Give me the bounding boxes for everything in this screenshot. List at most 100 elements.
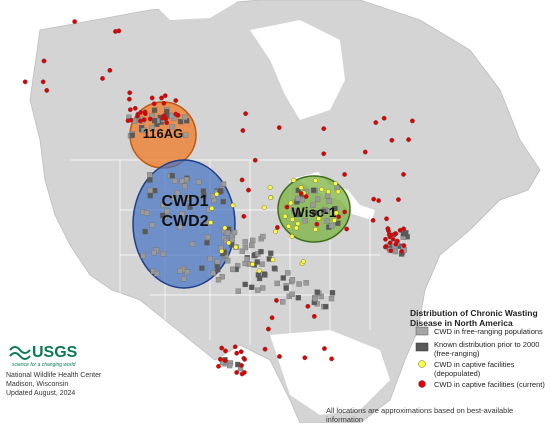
site [323,303,329,310]
site [201,193,207,199]
site [218,188,224,194]
site [164,208,171,214]
site [314,289,320,295]
site [147,116,153,122]
site [268,250,274,256]
site [239,177,245,183]
site [310,187,317,193]
site [208,220,214,225]
site [261,205,267,210]
site [279,299,286,305]
site [239,248,245,254]
site [204,240,210,246]
site [401,172,406,177]
site [229,237,235,243]
site [154,271,160,277]
site [252,157,258,163]
site [147,187,153,194]
site [274,298,279,303]
site [160,251,167,257]
site [373,120,379,125]
site [393,231,399,237]
site [40,79,46,85]
site [184,195,190,201]
site [396,197,401,203]
site [284,204,290,210]
site [249,237,256,244]
site [239,371,245,377]
site [334,210,339,216]
site [151,107,158,113]
site [182,114,188,120]
site [107,67,113,73]
site [321,126,327,132]
site [249,242,255,249]
site [128,117,134,123]
site [286,223,292,229]
site [187,204,193,210]
site [172,178,178,184]
site [303,280,309,286]
site [262,346,268,352]
site [196,179,202,185]
site [224,230,231,236]
site [230,266,236,273]
site [219,248,225,254]
site [313,226,318,232]
site [135,113,140,119]
site [282,213,288,219]
legend-swatch [415,326,429,336]
site [274,280,280,287]
site [116,28,122,34]
legend-label: CWD in free-ranging populations [434,327,543,336]
site [335,189,341,195]
site [271,265,278,271]
site [126,96,132,102]
site [329,290,336,296]
site [177,268,183,274]
site [344,226,350,232]
site [233,244,239,250]
site [276,125,282,131]
site [215,277,222,283]
site [321,151,327,157]
site [255,287,261,293]
site [390,236,396,242]
site [184,269,191,275]
site [226,362,233,369]
logo-mark [9,346,31,360]
site [226,240,232,246]
site [295,295,302,301]
site [381,115,387,121]
site [335,220,341,226]
site [189,241,196,247]
site [260,285,266,291]
site [302,355,308,361]
site [151,118,158,124]
site [222,225,228,231]
site [224,258,231,264]
site [370,217,376,223]
site [234,350,240,356]
site [241,213,247,219]
site [389,137,395,143]
site [267,185,273,190]
site [291,177,297,183]
site [385,226,391,232]
site [295,195,301,202]
arctic-water [150,0,240,20]
site [409,118,415,124]
site [289,291,295,297]
site [174,190,181,196]
logo-tagline: science for a changing world [12,362,76,368]
site [242,239,248,245]
site [199,265,205,271]
legend-label: Known distribution prior to 2000 (free-r… [434,340,540,358]
site [179,178,185,184]
site [399,248,405,254]
site [313,178,318,183]
site [376,198,382,203]
site [147,177,153,183]
site [22,79,28,85]
site [256,268,262,274]
